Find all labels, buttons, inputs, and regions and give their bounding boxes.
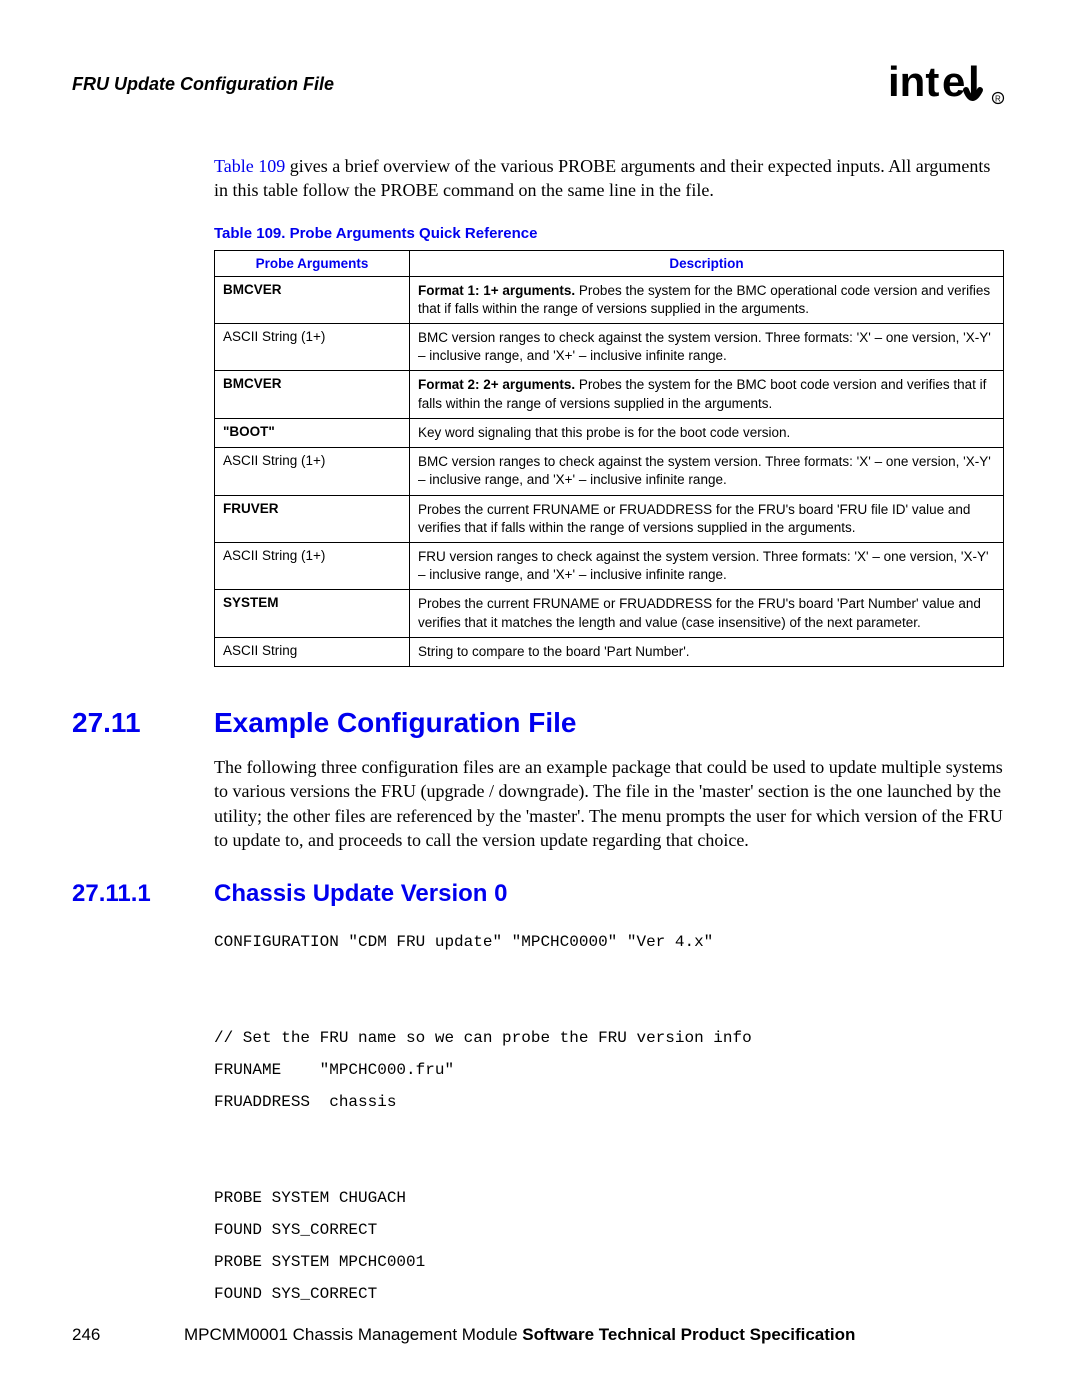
page-number: 246: [72, 1325, 184, 1345]
section-title: Example Configuration File: [214, 707, 576, 739]
probe-description-cell: Probes the current FRUNAME or FRUADDRESS…: [410, 590, 1004, 637]
probe-argument-cell: FRUVER: [215, 495, 410, 542]
table-caption: Table 109. Probe Arguments Quick Referen…: [214, 225, 1008, 242]
header-title: FRU Update Configuration File: [72, 74, 334, 95]
page-footer: 246 MPCMM0001 Chassis Management Module …: [72, 1325, 1008, 1345]
svg-text:R: R: [995, 95, 1001, 104]
probe-argument-cell: BMCVER: [215, 371, 410, 418]
table-row: SYSTEMProbes the current FRUNAME or FRUA…: [215, 590, 1004, 637]
config-code-block: CONFIGURATION "CDM FRU update" "MPCHC000…: [214, 926, 1008, 1310]
subsection-title: Chassis Update Version 0: [214, 880, 507, 908]
probe-description-cell: FRU version ranges to check against the …: [410, 543, 1004, 590]
subsection-number: 27.11.1: [72, 880, 214, 908]
probe-description-cell: Probes the current FRUNAME or FRUADDRESS…: [410, 495, 1004, 542]
footer-bold: Software Technical Product Specification: [522, 1325, 855, 1344]
table-row: ASCII String (1+)BMC version ranges to c…: [215, 324, 1004, 371]
table-row: "BOOT"Key word signaling that this probe…: [215, 418, 1004, 447]
table-109-link[interactable]: Table 109: [214, 156, 285, 176]
page-root: FRU Update Configuration File int e l R …: [0, 0, 1080, 1397]
probe-arguments-table: Probe Arguments Description BMCVERFormat…: [214, 250, 1004, 668]
probe-argument-cell: ASCII String (1+): [215, 543, 410, 590]
table-row: BMCVERFormat 1: 1+ arguments. Probes the…: [215, 276, 1004, 323]
probe-argument-cell: SYSTEM: [215, 590, 410, 637]
probe-description-cell: BMC version ranges to check against the …: [410, 448, 1004, 495]
svg-text:int: int: [888, 60, 939, 105]
table-row: ASCII String (1+)BMC version ranges to c…: [215, 448, 1004, 495]
page-header: FRU Update Configuration File int e l R: [72, 60, 1008, 108]
probe-argument-cell: ASCII String: [215, 637, 410, 666]
intro-text: gives a brief overview of the various PR…: [214, 156, 990, 200]
intel-logo-icon: int e l R: [888, 60, 1008, 108]
probe-description-cell: Format 2: 2+ arguments. Probes the syste…: [410, 371, 1004, 418]
subsection-heading-27-11-1: 27.11.1 Chassis Update Version 0: [72, 880, 1008, 908]
probe-description-cell: String to compare to the board 'Part Num…: [410, 637, 1004, 666]
probe-argument-cell: ASCII String (1+): [215, 448, 410, 495]
section-paragraph: The following three configuration files …: [214, 755, 1008, 852]
probe-argument-cell: ASCII String (1+): [215, 324, 410, 371]
probe-argument-cell: BMCVER: [215, 276, 410, 323]
table-row: ASCII String (1+)FRU version ranges to c…: [215, 543, 1004, 590]
intro-paragraph: Table 109 gives a brief overview of the …: [214, 154, 1008, 203]
table-row: BMCVERFormat 2: 2+ arguments. Probes the…: [215, 371, 1004, 418]
table-header-row: Probe Arguments Description: [215, 250, 1004, 276]
probe-description-cell: Key word signaling that this probe is fo…: [410, 418, 1004, 447]
probe-description-cell: Format 1: 1+ arguments. Probes the syste…: [410, 276, 1004, 323]
section-heading-27-11: 27.11 Example Configuration File: [72, 707, 1008, 739]
footer-text: MPCMM0001 Chassis Management Module Soft…: [184, 1325, 855, 1345]
section-number: 27.11: [72, 707, 214, 739]
col-header-args: Probe Arguments: [215, 250, 410, 276]
table-row: FRUVERProbes the current FRUNAME or FRUA…: [215, 495, 1004, 542]
svg-text:e: e: [942, 60, 965, 105]
probe-description-cell: BMC version ranges to check against the …: [410, 324, 1004, 371]
table-row: ASCII StringString to compare to the boa…: [215, 637, 1004, 666]
footer-plain: MPCMM0001 Chassis Management Module: [184, 1325, 522, 1344]
col-header-desc: Description: [410, 250, 1004, 276]
probe-argument-cell: "BOOT": [215, 418, 410, 447]
